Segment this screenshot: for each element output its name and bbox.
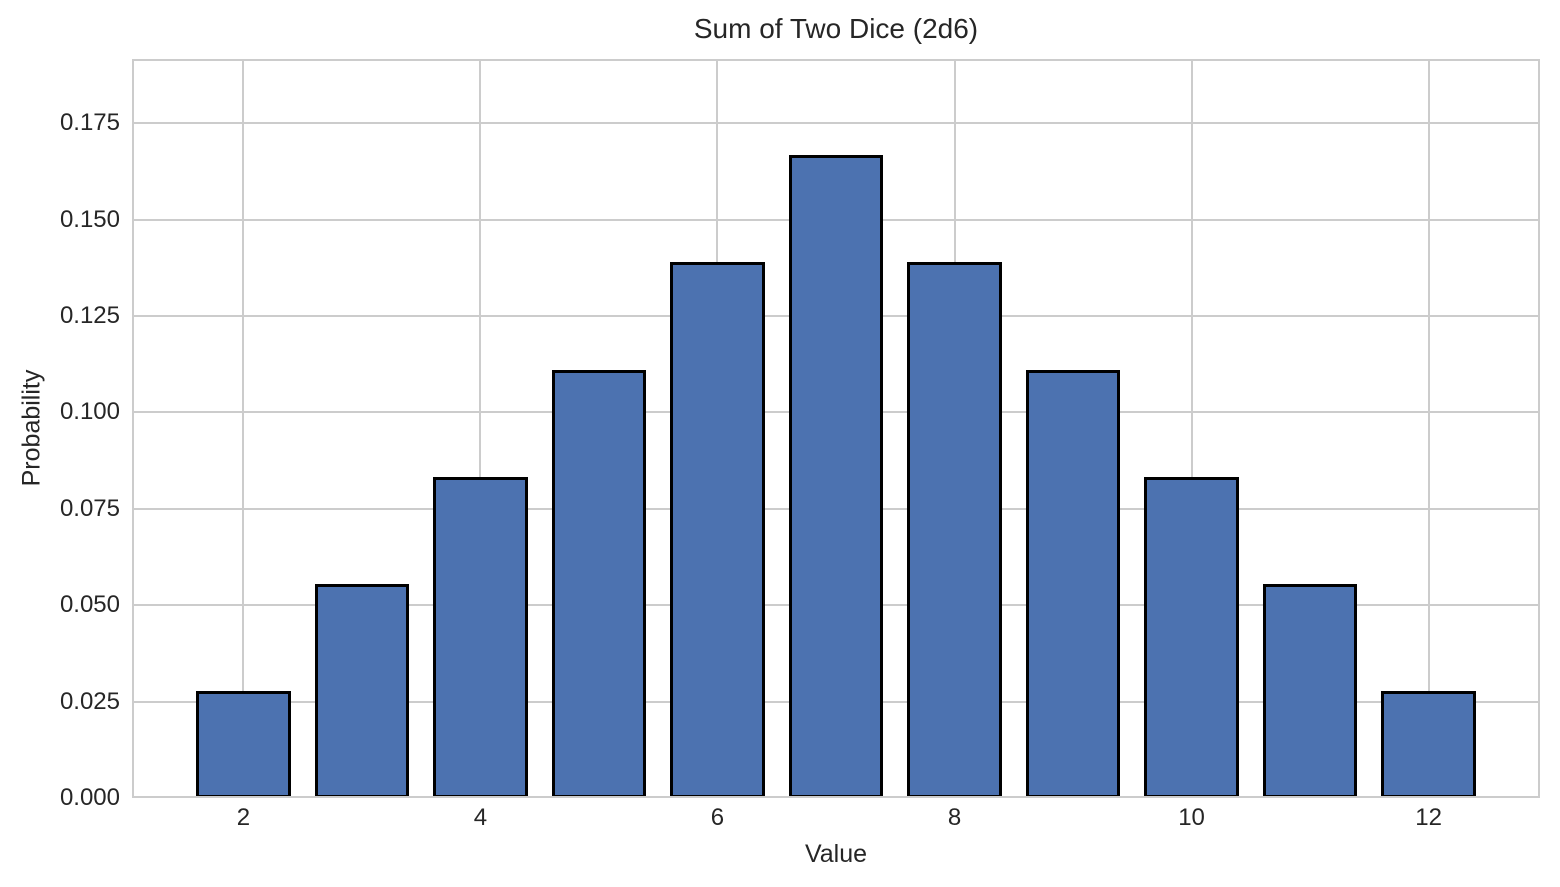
x-tick-label: 6 <box>710 804 725 831</box>
y-tick-label: 0.125 <box>59 302 120 330</box>
chart-title: Sum of Two Dice (2d6) <box>693 13 979 44</box>
bar-value-4 <box>433 476 528 798</box>
x-axis-label: Value <box>804 840 868 868</box>
x-tick-label: 12 <box>1415 804 1442 831</box>
v-gridline <box>242 59 245 798</box>
x-tick-label: 8 <box>947 804 962 831</box>
h-gridline <box>132 122 1540 125</box>
plot-area <box>132 59 1540 798</box>
bar-value-6 <box>670 262 765 798</box>
y-axis-label: Probability <box>17 369 46 487</box>
bar-value-9 <box>1025 369 1121 798</box>
y-tick-label: 0.050 <box>59 591 120 619</box>
y-tick-label: 0.100 <box>59 398 120 426</box>
x-tick-label: 4 <box>473 804 488 831</box>
y-tick-label: 0.025 <box>59 687 120 715</box>
bar-value-8 <box>907 262 1002 798</box>
v-gridline <box>479 59 482 798</box>
y-tick-label: 0.075 <box>59 494 120 522</box>
y-tick-label: 0.175 <box>59 109 120 137</box>
x-tick-label: 2 <box>236 804 251 831</box>
bar-value-10 <box>1144 476 1239 798</box>
bar-value-2 <box>196 690 291 798</box>
y-tick-label: 0.000 <box>59 784 120 811</box>
bar-value-5 <box>551 369 647 798</box>
bar-value-11 <box>1262 583 1358 798</box>
bar-value-7 <box>788 155 884 798</box>
y-tick-label: 0.150 <box>59 205 120 233</box>
bar-value-12 <box>1381 690 1476 798</box>
v-gridline <box>1427 59 1430 798</box>
x-tick-label: 10 <box>1178 804 1205 831</box>
bar-value-3 <box>314 583 410 798</box>
v-gridline <box>1190 59 1193 798</box>
